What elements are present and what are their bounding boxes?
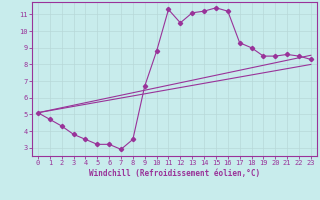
X-axis label: Windchill (Refroidissement éolien,°C): Windchill (Refroidissement éolien,°C) bbox=[89, 169, 260, 178]
